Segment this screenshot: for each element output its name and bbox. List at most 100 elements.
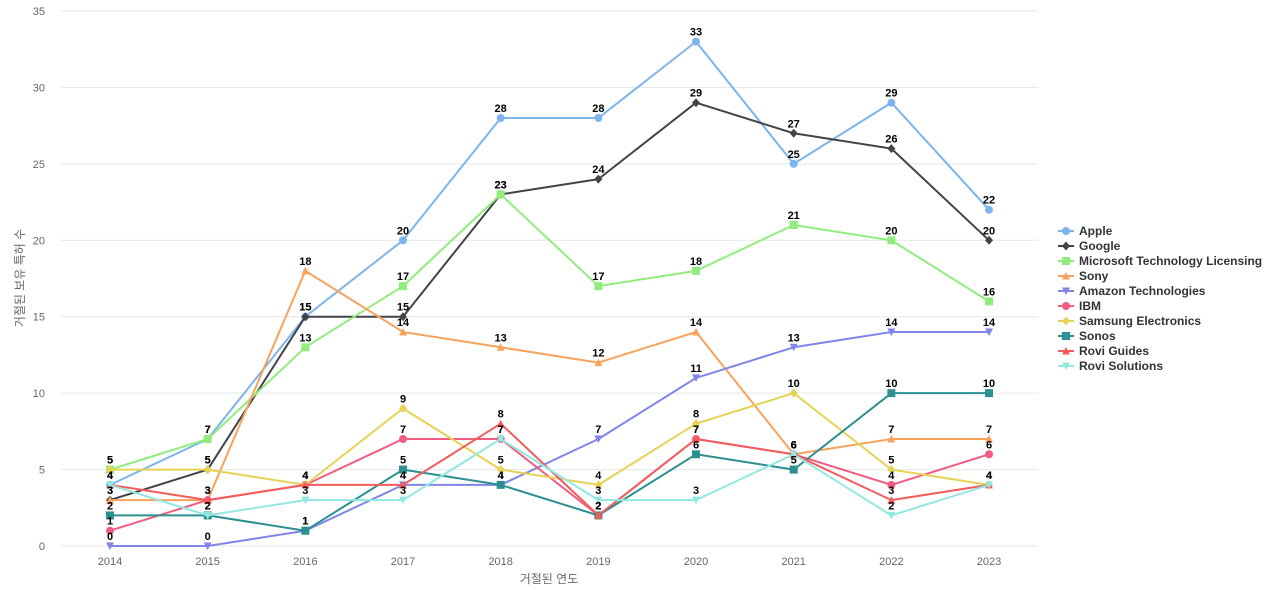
data-label: 17 bbox=[397, 271, 409, 283]
data-label: 1 bbox=[302, 516, 308, 528]
legend-label: Apple bbox=[1079, 224, 1113, 238]
legend-label: Microsoft Technology Licensing bbox=[1079, 254, 1262, 268]
legend-marker bbox=[1062, 332, 1070, 340]
data-label: 5 bbox=[205, 455, 211, 467]
data-point bbox=[594, 282, 603, 291]
data-point bbox=[789, 221, 798, 229]
data-point bbox=[496, 435, 505, 443]
data-point bbox=[692, 37, 701, 46]
data-label: 5 bbox=[205, 455, 211, 467]
legend-label: IBM bbox=[1079, 299, 1101, 313]
x-axis-ticks: 2014 2015 2016 2017 2018 2019 2020 2021 2022 2023 bbox=[98, 556, 1002, 568]
legend-marker bbox=[1062, 316, 1070, 326]
legend-label: Samsung Electronics bbox=[1079, 314, 1201, 328]
data-point bbox=[887, 236, 896, 245]
x-tick-label: 2016 bbox=[293, 556, 317, 568]
y-tick-label: 35 bbox=[33, 6, 45, 18]
data-label: 23 bbox=[495, 179, 507, 191]
data-point bbox=[594, 358, 603, 367]
data-point bbox=[887, 328, 896, 336]
data-point bbox=[887, 465, 896, 475]
legend-item-sonos[interactable]: Sonos bbox=[1058, 329, 1116, 343]
y-axis-ticks: 0 5 10 15 20 25 30 35 bbox=[33, 6, 45, 553]
data-point bbox=[985, 435, 994, 443]
x-tick-label: 2015 bbox=[195, 556, 219, 568]
data-label: 4 bbox=[107, 470, 114, 482]
data-point bbox=[203, 511, 212, 520]
data-label: 24 bbox=[592, 164, 605, 176]
data-point bbox=[985, 389, 994, 398]
data-point bbox=[887, 480, 896, 489]
data-label: 2 bbox=[595, 500, 601, 512]
data-label: 4 bbox=[302, 470, 309, 482]
legend-item-rovi-guides[interactable]: Rovi Guides bbox=[1058, 344, 1149, 358]
data-point bbox=[594, 174, 603, 184]
data-point bbox=[887, 98, 896, 107]
data-point bbox=[301, 266, 310, 275]
legend-label: Rovi Guides bbox=[1079, 344, 1149, 358]
data-label: 7 bbox=[205, 424, 211, 436]
data-point bbox=[496, 465, 505, 475]
data-label: 4 bbox=[400, 470, 407, 482]
legend-label: Google bbox=[1079, 239, 1121, 253]
legend-item-samsung-electronics[interactable]: Samsung Electronics bbox=[1058, 314, 1201, 328]
y-tick-label: 30 bbox=[33, 82, 45, 94]
series-line bbox=[109, 331, 990, 547]
data-point bbox=[789, 159, 798, 168]
data-point bbox=[887, 511, 896, 520]
legend-item-microsoft-technology-licensing[interactable]: Microsoft Technology Licensing bbox=[1058, 254, 1262, 268]
data-label: 3 bbox=[693, 485, 699, 497]
series-rovi-solutions bbox=[106, 435, 994, 520]
data-label: 2 bbox=[595, 500, 601, 512]
legend-item-apple[interactable]: Apple bbox=[1058, 224, 1113, 238]
data-point bbox=[496, 419, 505, 428]
data-label: 11 bbox=[690, 363, 702, 375]
legend-marker bbox=[1062, 347, 1070, 355]
data-label: 15 bbox=[299, 302, 311, 314]
data-point bbox=[887, 435, 896, 443]
data-point bbox=[399, 328, 408, 336]
data-point bbox=[985, 205, 994, 214]
data-label: 7 bbox=[595, 424, 601, 436]
data-point bbox=[789, 450, 798, 459]
data-label: 7 bbox=[498, 424, 504, 436]
data-label: 2 bbox=[205, 500, 211, 512]
data-point bbox=[399, 312, 408, 322]
data-label: 2 bbox=[107, 500, 113, 512]
data-point bbox=[496, 190, 505, 199]
data-label: 16 bbox=[983, 286, 995, 298]
data-label: 14 bbox=[983, 317, 996, 329]
data-point bbox=[399, 282, 408, 291]
data-label: 4 bbox=[107, 470, 114, 482]
x-tick-label: 2020 bbox=[684, 556, 708, 568]
data-point bbox=[399, 465, 408, 474]
data-label: 29 bbox=[690, 88, 702, 100]
data-label: 4 bbox=[498, 470, 505, 482]
legend-item-sony[interactable]: Sony bbox=[1058, 269, 1109, 283]
data-label: 20 bbox=[885, 225, 897, 237]
x-tick-label: 2023 bbox=[977, 556, 1001, 568]
data-label: 3 bbox=[205, 485, 211, 497]
x-tick-label: 2017 bbox=[391, 556, 415, 568]
data-point bbox=[692, 374, 701, 382]
data-label: 6 bbox=[693, 439, 699, 451]
data-point bbox=[106, 496, 114, 504]
data-label: 29 bbox=[885, 88, 897, 100]
data-label: 25 bbox=[788, 149, 800, 161]
legend-item-rovi-solutions[interactable]: Rovi Solutions bbox=[1058, 359, 1163, 373]
data-label: 5 bbox=[888, 455, 894, 467]
legend-item-google[interactable]: Google bbox=[1058, 239, 1121, 253]
data-label: 33 bbox=[690, 27, 702, 39]
legend-item-amazon-technologies[interactable]: Amazon Technologies bbox=[1058, 284, 1206, 298]
data-label: 3 bbox=[888, 485, 894, 497]
data-point bbox=[399, 480, 408, 489]
data-point bbox=[301, 343, 310, 352]
data-label: 8 bbox=[693, 409, 699, 421]
legend-marker bbox=[1062, 257, 1070, 265]
data-point bbox=[789, 343, 798, 352]
legend-item-ibm[interactable]: IBM bbox=[1058, 299, 1101, 313]
x-tick-label: 2019 bbox=[586, 556, 610, 568]
data-label: 6 bbox=[791, 439, 797, 451]
data-label: 7 bbox=[205, 424, 211, 436]
data-label: 18 bbox=[690, 256, 702, 268]
